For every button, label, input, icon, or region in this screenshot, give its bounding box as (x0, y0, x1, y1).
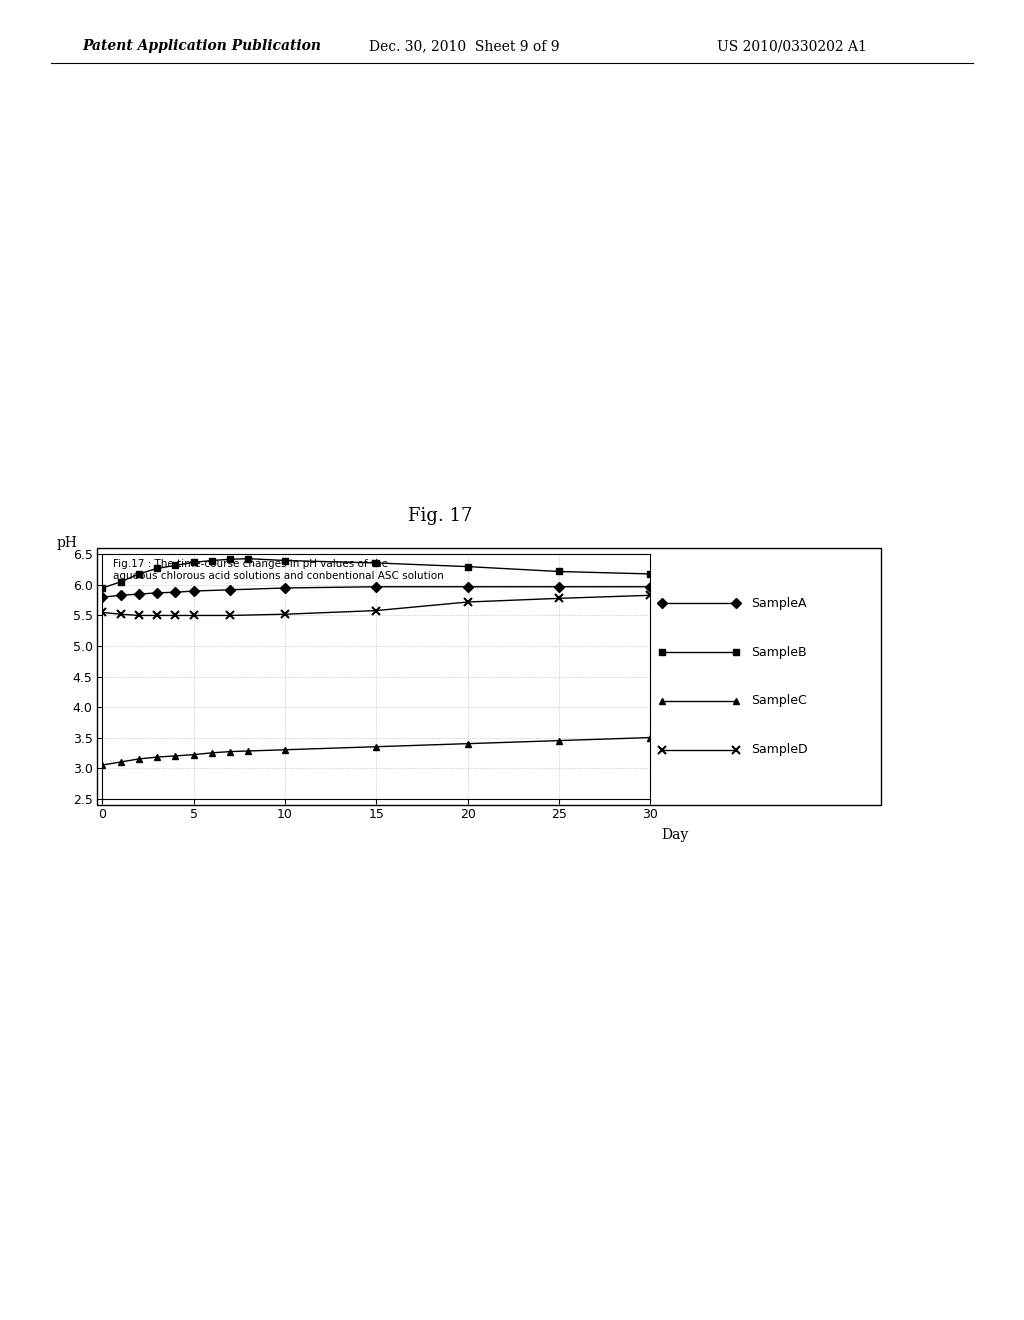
Text: SampleC: SampleC (752, 694, 807, 708)
Text: Dec. 30, 2010  Sheet 9 of 9: Dec. 30, 2010 Sheet 9 of 9 (369, 40, 559, 53)
Text: SampleB: SampleB (752, 645, 807, 659)
Text: SampleD: SampleD (752, 743, 808, 756)
Text: Fig.17 : The time-course changes in pH values of the
aqueous chlorous acid solut: Fig.17 : The time-course changes in pH v… (114, 560, 444, 581)
Text: Fig. 17: Fig. 17 (409, 507, 472, 525)
Text: SampleA: SampleA (752, 597, 807, 610)
Text: Patent Application Publication: Patent Application Publication (82, 40, 321, 53)
Text: Day: Day (662, 828, 688, 842)
Text: US 2010/0330202 A1: US 2010/0330202 A1 (717, 40, 866, 53)
Text: pH: pH (56, 536, 77, 549)
